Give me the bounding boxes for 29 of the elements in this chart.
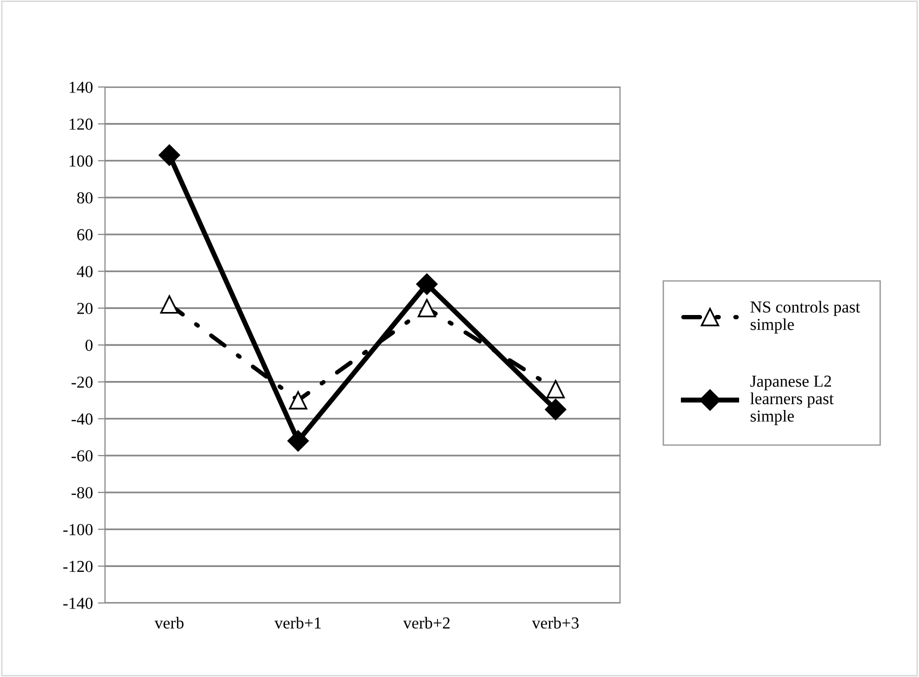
- x-tick-label: verb+2: [403, 616, 450, 629]
- y-tick-label: 120: [70, 118, 93, 130]
- y-tick-label: 0: [85, 340, 93, 351]
- point: [158, 144, 180, 166]
- y-tick-label: 40: [76, 266, 93, 278]
- point: [546, 380, 565, 398]
- y-tick-label: 140: [70, 82, 93, 93]
- y-tick-label: -60: [72, 450, 93, 462]
- y-tick-label: -80: [72, 487, 93, 498]
- point: [416, 274, 438, 295]
- y-tick-label: -120: [63, 560, 93, 572]
- y-tick-label: 20: [77, 302, 93, 314]
- point: [160, 295, 179, 314]
- y-tick-label: -40: [72, 413, 93, 425]
- legend-label: Japanese L2 learners past simple: [750, 376, 834, 426]
- x-tick-label: verb+1: [274, 616, 321, 629]
- x-tick-label: verb: [154, 616, 184, 629]
- y-tick-label: -140: [63, 598, 93, 609]
- point: [544, 398, 566, 420]
- y-tick-label: -20: [72, 376, 93, 388]
- y-tick-label: 100: [70, 155, 93, 167]
- legend-label: NS controls past simple: [750, 300, 860, 334]
- y-tick-label: 80: [77, 192, 93, 204]
- y-tick-label: -100: [63, 524, 93, 536]
- point: [288, 391, 308, 410]
- point: [418, 298, 436, 318]
- x-tick-label: verb+3: [532, 616, 579, 629]
- point: [287, 430, 309, 452]
- y-tick-label: 60: [77, 229, 93, 240]
